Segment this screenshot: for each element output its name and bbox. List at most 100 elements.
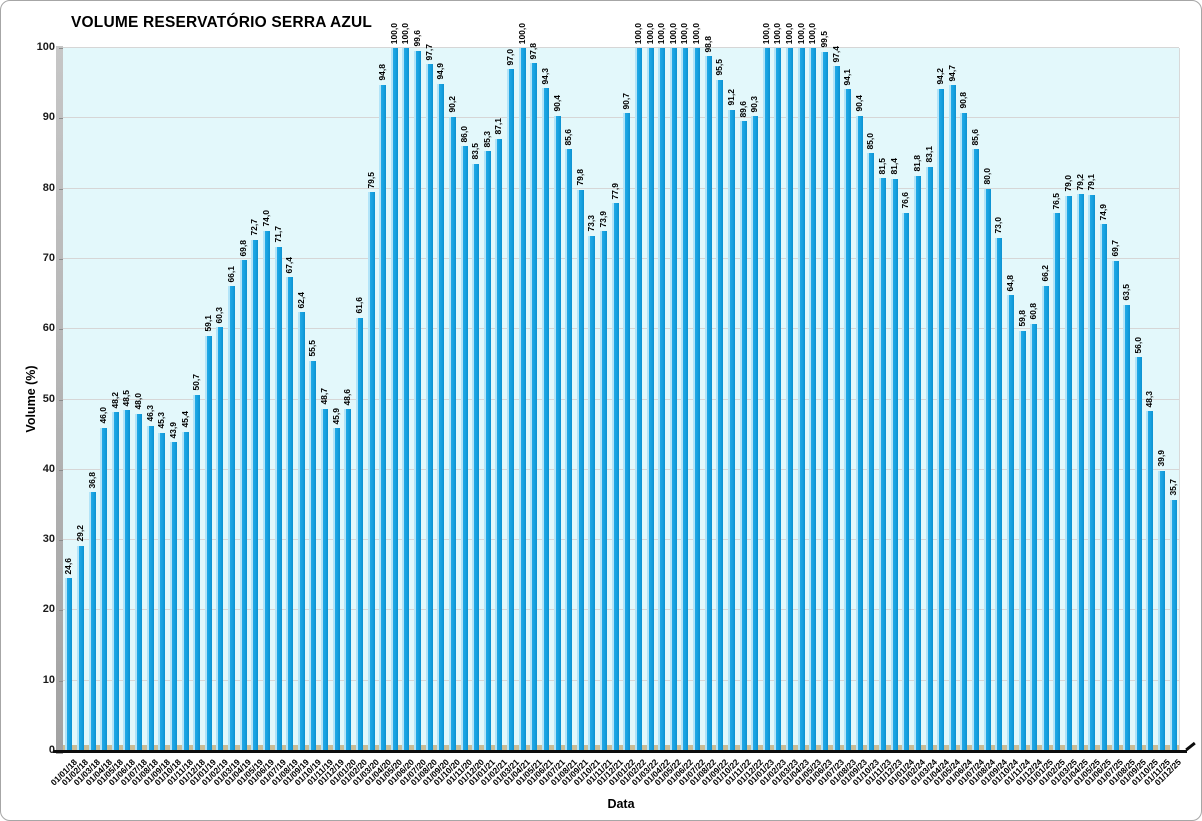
bar — [809, 48, 817, 751]
y-axis-tick-label: 100 — [36, 41, 55, 53]
bar-value-label: 46,0 — [98, 407, 109, 424]
x-axis-baseline-3d-cap — [1185, 741, 1196, 752]
bar-value-label: 100,0 — [679, 22, 690, 44]
gridline — [63, 609, 1179, 611]
y-axis-tick-label: 90 — [42, 111, 55, 124]
bar — [879, 178, 887, 751]
bar-value-label: 90,3 — [749, 95, 760, 113]
y-axis-tickmark — [59, 540, 63, 542]
bar — [332, 428, 340, 751]
bar — [262, 230, 270, 751]
bar-value-label: 43,9 — [167, 421, 178, 439]
bar-value-label: 100,0 — [656, 22, 667, 44]
chart-title: VOLUME RESERVATÓRIO SERRA AZUL — [71, 14, 373, 31]
bar-value-label: 73,3 — [586, 215, 597, 232]
bar-value-label: 56,0 — [1132, 336, 1143, 354]
bar — [402, 48, 410, 751]
y-axis-tick-label: 60 — [42, 322, 55, 335]
plot-area: 24,6 29,2 36,8 46,0 48,2 48,5 48,0 46,3 45,3 43,9… — [56, 23, 1180, 754]
bar-value-label: 29,2 — [74, 525, 85, 542]
bar — [1006, 295, 1014, 751]
y-axis-tick-label: 70 — [42, 251, 55, 264]
bar-value-label: 94,8 — [377, 64, 388, 81]
x-axis-title: Data — [607, 797, 635, 811]
y-axis-tick-label: 40 — [42, 462, 55, 475]
gridline — [63, 398, 1179, 400]
bar — [379, 84, 387, 751]
y-axis-tick-label: 30 — [42, 533, 55, 546]
bar-value-label: 79,2 — [1074, 173, 1085, 191]
bar-value-label: 89,6 — [737, 100, 748, 118]
bar-value-label: 100,0 — [691, 22, 702, 44]
y-axis-tickmark — [59, 399, 63, 401]
gridline — [63, 539, 1179, 541]
bar-value-label: 36,8 — [86, 471, 97, 489]
bar-value-label: 81,8 — [911, 155, 922, 172]
bar — [541, 88, 549, 751]
bar-value-label: 24,6 — [63, 557, 74, 575]
bar-value-label: 45,4 — [179, 411, 190, 428]
bar — [1018, 330, 1026, 751]
bar — [390, 48, 398, 751]
bar — [414, 50, 422, 751]
bar — [181, 431, 189, 751]
bar — [716, 79, 724, 751]
bar — [751, 116, 759, 751]
bar-value-label: 94,9 — [435, 63, 446, 80]
bar — [983, 188, 991, 751]
bar — [1065, 195, 1073, 751]
bar-value-label: 91,2 — [725, 89, 736, 106]
y-axis-tick-label: 20 — [42, 603, 55, 616]
bar — [693, 48, 701, 751]
bar-value-label: 77,9 — [609, 182, 620, 200]
bar — [913, 175, 921, 751]
bar — [995, 237, 1003, 751]
bar — [518, 48, 526, 751]
bar-value-label: 69,7 — [1109, 240, 1120, 258]
y-axis-tickmark — [59, 680, 63, 682]
bar — [507, 69, 515, 751]
bar — [1146, 411, 1154, 751]
bar — [704, 56, 712, 751]
bar-value-label: 90,7 — [621, 92, 632, 110]
bar-value-label: 45,9 — [330, 407, 341, 425]
bar-value-label: 50,7 — [191, 374, 202, 391]
bar — [960, 112, 968, 751]
bar-value-label: 64,8 — [1004, 274, 1015, 292]
bar-value-label: 81,4 — [888, 158, 899, 175]
bar — [832, 66, 840, 751]
y-axis-tick-label: 50 — [42, 392, 55, 405]
gridline — [63, 47, 1179, 48]
bar-value-label: 97,0 — [505, 48, 516, 66]
y-axis-tick-label: 0 — [48, 744, 55, 756]
bar — [204, 335, 212, 751]
bar-value-label: 98,8 — [702, 35, 713, 53]
bar-value-label: 90,2 — [446, 96, 457, 113]
bar-value-label: 100,0 — [760, 22, 771, 44]
bar-value-label: 90,4 — [551, 94, 562, 112]
bar — [483, 151, 491, 751]
bar — [425, 64, 433, 751]
bar-value-label: 90,4 — [853, 94, 864, 112]
bar — [530, 63, 538, 751]
bar-value-label: 66,2 — [1039, 265, 1050, 282]
bar — [460, 146, 468, 751]
bar — [786, 48, 794, 751]
bar — [669, 48, 677, 751]
bar-value-label: 79,1 — [1086, 174, 1097, 191]
bar — [902, 212, 910, 751]
gridline — [63, 257, 1179, 259]
bar-value-label: 73,9 — [598, 210, 609, 228]
bar — [774, 48, 782, 751]
bar — [820, 51, 828, 751]
bar-value-label: 63,5 — [1121, 284, 1132, 301]
y-axis-tickmark — [59, 48, 63, 49]
bar-value-label: 45,3 — [156, 412, 167, 429]
floor-strip — [63, 745, 1179, 751]
bar-value-label: 60,3 — [214, 306, 225, 324]
bar-value-label: 85,6 — [970, 128, 981, 146]
bar — [355, 317, 363, 751]
bar-value-label: 87,1 — [493, 118, 504, 135]
bar-value-label: 60,8 — [1028, 303, 1039, 320]
bar-value-label: 67,4 — [284, 256, 295, 274]
